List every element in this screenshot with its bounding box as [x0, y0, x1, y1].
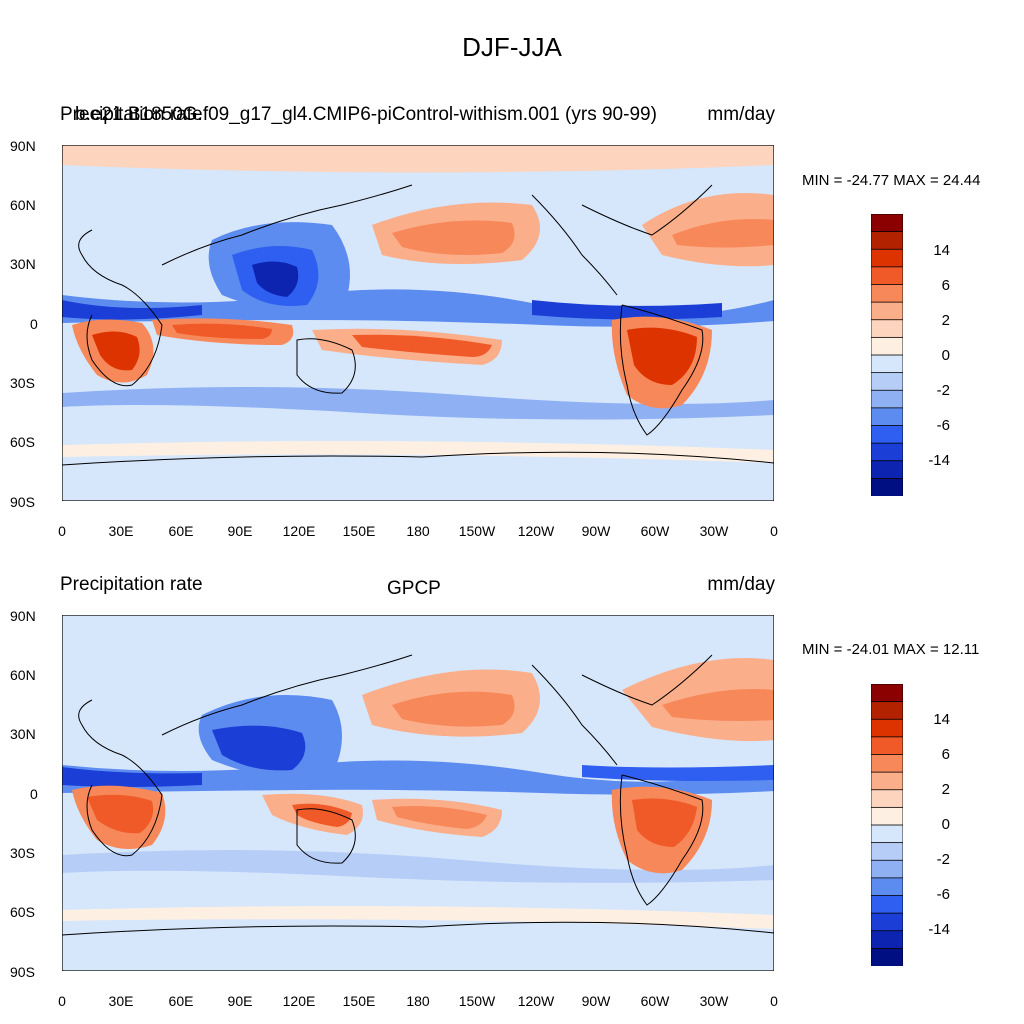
- lon-label: 180: [406, 523, 430, 539]
- colorbar-label: -2: [936, 382, 950, 399]
- lon-label: 90W: [581, 523, 611, 539]
- lat-label: 0: [30, 316, 38, 332]
- colorbar-swatch: [871, 806, 903, 826]
- lon-label: 0: [770, 993, 778, 1009]
- lat-label: 30N: [10, 726, 36, 742]
- lon-label: 150W: [458, 523, 496, 539]
- colorbar-label: -6: [936, 886, 950, 903]
- colorbar-label: 14: [933, 711, 950, 728]
- colorbar-label: 2: [941, 781, 950, 798]
- lon-label: 30E: [108, 993, 134, 1009]
- colorbar-label: -2: [936, 851, 950, 868]
- colorbar-swatch: [871, 824, 903, 844]
- lon-label: 0: [58, 993, 66, 1009]
- precipitation-difference-map: [62, 145, 774, 501]
- lat-label: 30N: [10, 256, 36, 272]
- colorbar-label: 6: [941, 746, 950, 763]
- colorbar: [871, 684, 903, 966]
- lat-label: 60S: [10, 434, 35, 450]
- lat-label: 60N: [10, 667, 36, 683]
- panel-center-label: GPCP: [387, 578, 441, 599]
- colorbar: [871, 214, 903, 496]
- colorbar-label: 2: [941, 312, 950, 329]
- lon-label: 180: [406, 993, 430, 1009]
- lat-label: 90N: [10, 138, 36, 154]
- colorbar-swatch: [871, 912, 903, 932]
- lon-label: 60W: [640, 993, 670, 1009]
- lat-label: 60N: [10, 197, 36, 213]
- lon-label: 30W: [699, 993, 729, 1009]
- colorbar-label: -6: [936, 417, 950, 434]
- lat-label: 0: [30, 786, 38, 802]
- lon-label: 30E: [108, 523, 134, 539]
- lon-label: 150E: [342, 993, 376, 1009]
- colorbar-swatch: [871, 947, 903, 966]
- colorbar-label: 14: [933, 242, 950, 259]
- colorbar-swatch: [871, 477, 903, 496]
- colorbar-swatch: [871, 789, 903, 809]
- lon-label: 90E: [227, 523, 253, 539]
- precipitation-difference-map: [62, 615, 774, 971]
- lon-label: 0: [58, 523, 66, 539]
- panel-right-label: mm/day: [707, 574, 775, 595]
- lon-label: 90E: [227, 993, 253, 1009]
- lon-label: 120E: [282, 993, 316, 1009]
- panel-left-label: Precipitation rate: [60, 104, 203, 125]
- map-panel-model: Precipitation rate b.e21.B1850G.f09_g17_…: [10, 104, 981, 539]
- lon-label: 90W: [581, 993, 611, 1009]
- lon-label: 150E: [342, 523, 376, 539]
- lat-label: 60S: [10, 904, 35, 920]
- colorbar-label: -14: [928, 452, 950, 469]
- lon-label: 60E: [168, 993, 194, 1009]
- colorbar-swatch: [871, 754, 903, 774]
- lon-label: 60W: [640, 523, 670, 539]
- lat-label: 90S: [10, 494, 35, 510]
- min-max-readout: MIN = -24.01 MAX = 12.11: [802, 641, 980, 658]
- lat-label: 30S: [10, 375, 35, 391]
- lon-label: 120W: [517, 993, 555, 1009]
- colorbar-swatch: [871, 684, 903, 703]
- colorbar-swatch: [871, 895, 903, 915]
- panel-left-label: Precipitation rate: [60, 574, 203, 595]
- min-max-readout: MIN = -24.77 MAX = 24.44: [802, 172, 981, 189]
- lon-label: 150W: [458, 993, 496, 1009]
- colorbar-label: 6: [941, 277, 950, 294]
- lat-label: 30S: [10, 845, 35, 861]
- panel-right-label: mm/day: [707, 104, 775, 125]
- colorbar-swatch: [871, 771, 903, 791]
- colorbar-swatch: [871, 842, 903, 862]
- colorbar-label: -14: [928, 921, 950, 938]
- lon-label: 30W: [699, 523, 729, 539]
- lon-label: 120E: [282, 523, 316, 539]
- colorbar-swatch: [871, 718, 903, 738]
- colorbar-label: 0: [941, 816, 950, 833]
- lon-label: 120W: [517, 523, 555, 539]
- colorbar-swatch: [871, 930, 903, 950]
- panel-center-label: b.e21.B1850G.f09_g17_gl4.CMIP6-piControl…: [75, 104, 657, 125]
- lon-label: 60E: [168, 523, 194, 539]
- lat-label: 90S: [10, 964, 35, 980]
- figure-title: DJF-JJA: [462, 32, 562, 62]
- colorbar-swatch: [871, 859, 903, 879]
- colorbar-swatch: [871, 877, 903, 897]
- colorbar-label: 0: [941, 347, 950, 364]
- lat-label: 90N: [10, 608, 36, 624]
- lon-label: 0: [770, 523, 778, 539]
- colorbar-swatch: [871, 736, 903, 756]
- colorbar-swatch: [871, 701, 903, 721]
